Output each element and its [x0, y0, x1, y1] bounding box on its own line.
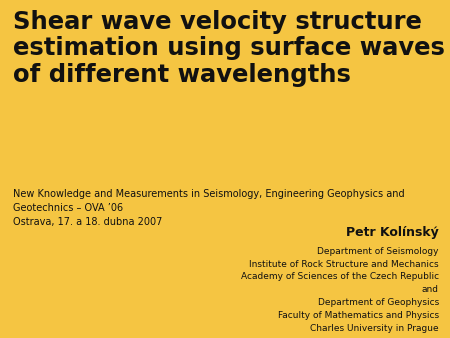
Text: Petr Kolínský: Petr Kolínský — [346, 226, 439, 239]
Text: New Knowledge and Measurements in Seismology, Engineering Geophysics and
Geotech: New Knowledge and Measurements in Seismo… — [13, 189, 404, 227]
Text: Shear wave velocity structure
estimation using surface waves
of different wavele: Shear wave velocity structure estimation… — [13, 10, 445, 87]
Text: Department of Seismology
Institute of Rock Structure and Mechanics
Academy of Sc: Department of Seismology Institute of Ro… — [241, 247, 439, 333]
